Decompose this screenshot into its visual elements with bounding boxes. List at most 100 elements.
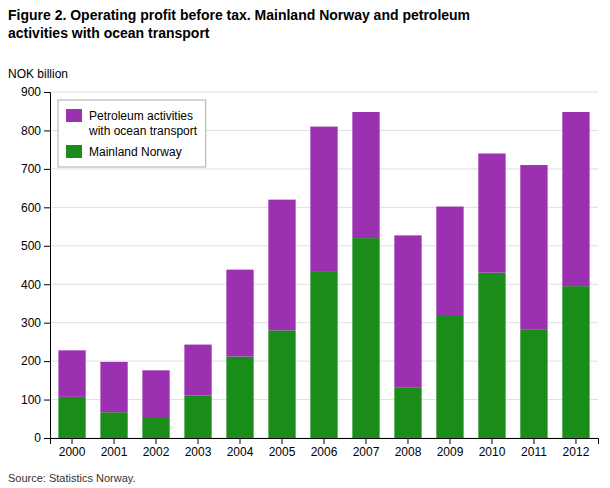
- legend-label-line: with ocean transport: [88, 124, 198, 138]
- bar: [394, 235, 421, 387]
- y-tick-label: 800: [21, 124, 41, 138]
- y-tick-mark: [44, 361, 50, 362]
- x-tick: 2011: [521, 438, 547, 459]
- x-tick-label: 2010: [479, 445, 506, 459]
- x-tick-label: 2004: [227, 445, 254, 459]
- x-tick-mark: [156, 438, 157, 444]
- bar: [478, 273, 505, 438]
- x-axis: 2000 2001 2002 2003 2004 2005 2006 2007 2008 2009…: [51, 438, 599, 459]
- legend: Petroleum activitieswith ocean transport…: [58, 100, 206, 167]
- x-tick-label: 2003: [185, 445, 212, 459]
- x-tick-label: 2001: [101, 445, 128, 459]
- y-tick-mark: [44, 246, 50, 247]
- x-tick-label: 2006: [311, 445, 338, 459]
- x-tick: 2005: [269, 438, 296, 459]
- x-tick-label: 2008: [395, 445, 422, 459]
- y-tick: 700: [21, 162, 50, 176]
- bar: [226, 356, 253, 438]
- bar: [562, 112, 589, 286]
- bar: [562, 286, 589, 438]
- x-tick-label: 2005: [269, 445, 296, 459]
- y-tick: 100: [21, 393, 50, 407]
- x-tick: 2010: [479, 438, 506, 459]
- x-tick: 2001: [101, 438, 128, 459]
- annotation: Source: Statistics Norway.: [8, 472, 136, 484]
- bar: [310, 127, 337, 272]
- y-tick: 800: [21, 124, 50, 138]
- title-line: activities with ocean transport: [8, 25, 210, 41]
- grid-line: [50, 92, 598, 93]
- x-tick: 2003: [185, 438, 212, 459]
- bar: [100, 412, 127, 438]
- y-tick-label: 300: [21, 316, 41, 330]
- y-tick-mark: [44, 130, 50, 131]
- y-tick: 0: [34, 431, 50, 445]
- y-tick-label: 0: [34, 431, 41, 445]
- y-axis-line: [44, 93, 51, 439]
- x-tick-mark: [449, 438, 450, 444]
- x-tick: 2007: [353, 438, 380, 459]
- y-tick-label: 700: [21, 162, 41, 176]
- x-tick-label: 2011: [521, 445, 547, 459]
- y-tick-mark: [44, 207, 50, 208]
- x-tick-label: 2007: [353, 445, 380, 459]
- y-tick-mark: [44, 400, 50, 401]
- x-tick: 2000: [59, 438, 86, 459]
- bar: [100, 362, 127, 412]
- y-tick-mark: [44, 284, 50, 285]
- x-tick-label: 2002: [143, 445, 170, 459]
- x-tick: 2012: [563, 438, 590, 459]
- bar: [394, 387, 421, 438]
- x-tick-label: 2000: [59, 445, 86, 459]
- x-tick-label: 2012: [563, 445, 590, 459]
- chart: Figure 2. Operating profit before tax. M…: [0, 0, 610, 488]
- x-tick-mark: [240, 438, 241, 444]
- y-tick-label: 100: [21, 393, 41, 407]
- y-tick-label: 200: [21, 354, 41, 368]
- y-tick: 900: [21, 85, 50, 99]
- y-tick: 300: [21, 316, 50, 330]
- series: [58, 112, 589, 418]
- y-tick-mark: [44, 169, 50, 170]
- bar: [142, 370, 169, 418]
- bar: [58, 350, 85, 397]
- x-axis-line: [51, 439, 599, 445]
- y-axis: 0 100 200 300 400 500 600 700 800 900: [21, 85, 51, 445]
- x-tick-mark: [72, 438, 73, 444]
- legend-label-line: Mainland Norway: [89, 145, 182, 159]
- x-tick: 2008: [395, 438, 422, 459]
- x-tick-mark: [324, 438, 325, 444]
- bar: [184, 396, 211, 438]
- bar: [352, 238, 379, 438]
- bar: [268, 330, 295, 438]
- y-tick-mark: [44, 92, 50, 93]
- y-tick: 500: [21, 239, 50, 253]
- title: Figure 2. Operating profit before tax. M…: [8, 7, 470, 41]
- bar: [436, 207, 463, 315]
- x-tick-mark: [365, 438, 366, 444]
- bar: [436, 315, 463, 438]
- x-tick-mark: [533, 438, 534, 444]
- y-tick-mark: [44, 323, 50, 324]
- x-tick-mark: [198, 438, 199, 444]
- bar: [520, 165, 547, 329]
- y-tick-label: 500: [21, 239, 41, 253]
- y-tick: 600: [21, 201, 50, 215]
- legend-frame: [58, 100, 206, 167]
- plot: 0 100 200 300 400 500 600 700 800 900 2000 2001 2002…: [21, 85, 599, 458]
- x-tick-mark: [114, 438, 115, 444]
- bar: [268, 200, 295, 331]
- x-tick: 2004: [227, 438, 254, 459]
- y-tick-mark: [44, 438, 50, 439]
- y-axis-label: NOK billion: [8, 67, 68, 81]
- x-tick: 2006: [311, 438, 338, 459]
- x-tick: 2009: [437, 438, 464, 459]
- x-tick: 2002: [143, 438, 170, 459]
- y-tick: 400: [21, 278, 50, 292]
- legend-label: Mainland Norway: [89, 145, 182, 159]
- bar: [520, 329, 547, 438]
- y-tick-label: 400: [21, 278, 41, 292]
- bar: [184, 345, 211, 396]
- x-tick-label: 2009: [437, 445, 464, 459]
- legend-swatch: [66, 145, 82, 158]
